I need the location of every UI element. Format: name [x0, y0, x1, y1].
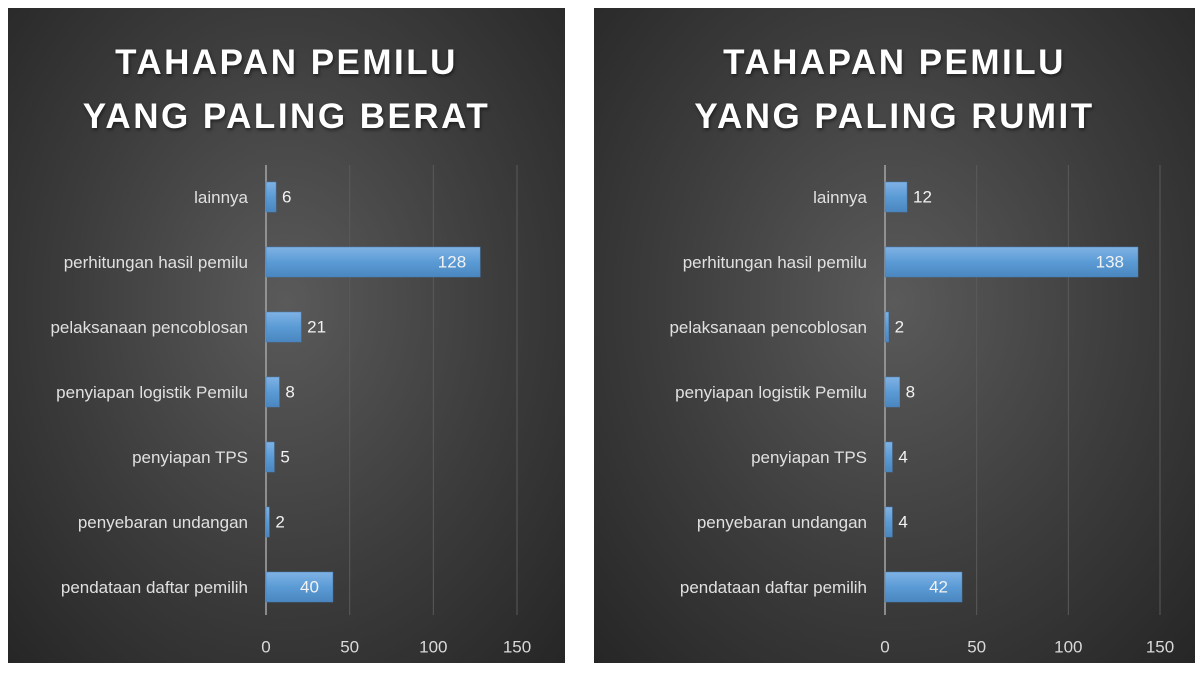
data-label: 6: [282, 187, 291, 206]
chart: 0 50 100 150 12 138 2 8 4 4 42: [880, 165, 1174, 656]
x-tick-label: 0: [261, 637, 270, 656]
bar: [265, 181, 277, 213]
bar: [265, 376, 280, 408]
x-tick-label: 100: [1054, 637, 1082, 656]
chart: 0 50 100 150 6 128 21 8 5 2 40: [261, 165, 531, 656]
bar: [884, 506, 893, 538]
data-label: 4: [898, 512, 907, 531]
data-label: 8: [906, 382, 915, 401]
x-tick-label: 150: [503, 637, 531, 656]
data-label: 12: [913, 187, 932, 206]
chart-panel: 0 50 100 150 6 128 21 8 5 2 40 TAHAPAN PEMILU YANG …: [8, 8, 565, 663]
category-label: penyiapan logistik Pemilu: [56, 382, 248, 402]
chart-panel: 0 50 100 150 12 138 2 8 4 4 42 TAHAPAN PEMILU YANG …: [594, 8, 1195, 663]
bar: [265, 506, 270, 538]
bar: [884, 571, 963, 603]
chart-title: TAHAPAN PEMILU YANG PALING BERAT: [82, 43, 491, 136]
category-label: penyiapan logistik Pemilu: [675, 382, 867, 402]
bar: [884, 181, 908, 213]
bar: [265, 246, 481, 278]
bar: [265, 441, 275, 473]
bar: [265, 311, 302, 343]
category-label: penyebaran undangan: [77, 512, 248, 532]
chart-title: TAHAPAN PEMILU YANG PALING RUMIT: [694, 43, 1095, 136]
data-label: 40: [300, 577, 319, 596]
category-label: pelaksanaan pencoblosan: [50, 317, 248, 337]
category-label: penyebaran undangan: [696, 512, 867, 532]
bar: [884, 441, 893, 473]
category-label: penyiapan TPS: [132, 447, 248, 467]
category-label: perhitungan hasil pemilu: [682, 252, 867, 272]
data-label: 2: [895, 317, 904, 336]
data-label: 128: [438, 252, 466, 271]
x-tick-label: 50: [967, 637, 986, 656]
bar: [884, 246, 1139, 278]
data-label: 2: [275, 512, 284, 531]
data-label: 4: [898, 447, 907, 466]
category-label: lainnya: [813, 187, 867, 207]
category-label: perhitungan hasil pemilu: [63, 252, 248, 272]
bar: [265, 571, 334, 603]
category-label: pendataan daftar pemilih: [679, 577, 867, 597]
bar: [884, 311, 889, 343]
x-tick-label: 150: [1146, 637, 1174, 656]
category-label: penyiapan TPS: [751, 447, 867, 467]
x-tick-label: 50: [340, 637, 359, 656]
data-label: 21: [307, 317, 326, 336]
data-label: 8: [285, 382, 294, 401]
x-tick-label: 0: [880, 637, 889, 656]
data-label: 42: [929, 577, 948, 596]
bar: [884, 376, 900, 408]
category-label: lainnya: [194, 187, 248, 207]
category-label: pelaksanaan pencoblosan: [669, 317, 867, 337]
category-label: pendataan daftar pemilih: [60, 577, 248, 597]
data-label: 5: [280, 447, 289, 466]
x-tick-label: 100: [419, 637, 447, 656]
data-label: 138: [1096, 252, 1124, 271]
